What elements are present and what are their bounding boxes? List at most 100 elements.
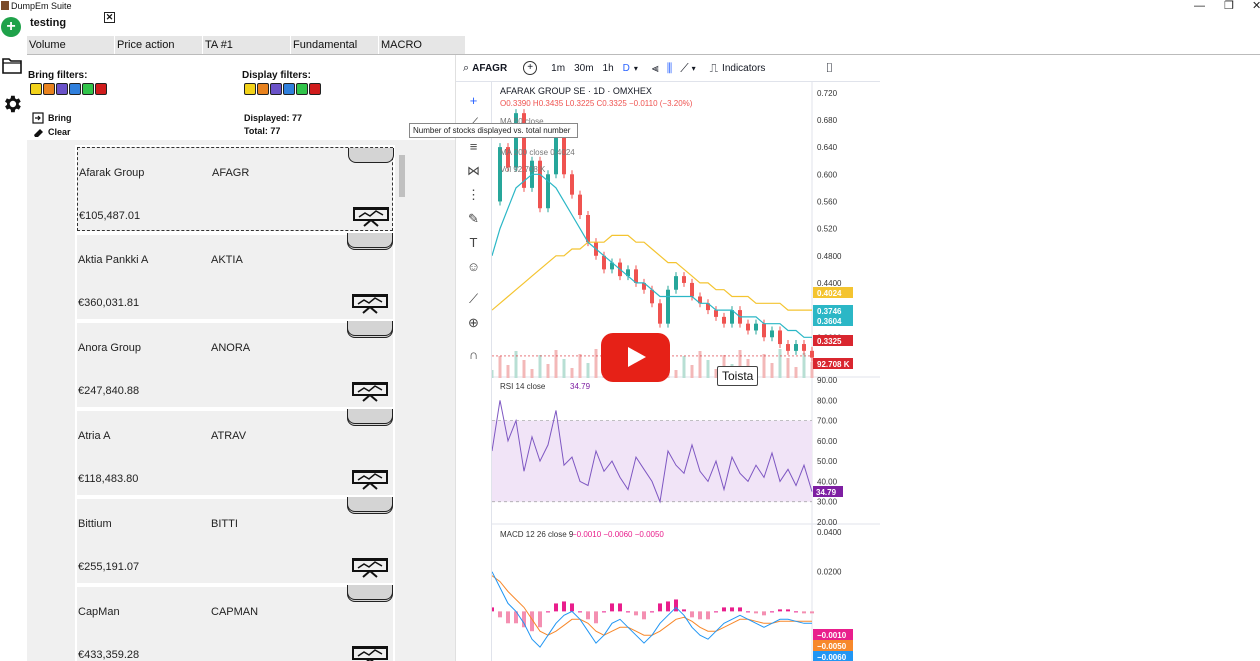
macd-histogram-bar (546, 611, 550, 613)
candle-body (810, 350, 814, 358)
magnet-icon[interactable]: ∩ (468, 347, 479, 362)
volume-bar (546, 364, 550, 378)
stock-toggle-button[interactable] (347, 409, 393, 424)
interval-1m[interactable]: 1m (551, 62, 566, 74)
candle-body (658, 303, 662, 324)
price-chart[interactable]: 0.720 0.680 0.640 0.600 0.560 0.520 0.4800 0.44… (492, 82, 881, 661)
horizontal-lines-icon[interactable]: ≡ (469, 139, 478, 154)
interval-d[interactable]: D (622, 62, 630, 74)
candles-icon[interactable]: ⫼ (666, 60, 673, 75)
stock-toggle-button[interactable] (347, 497, 393, 512)
macd-histogram-bar (642, 611, 646, 620)
style-dropdown-icon[interactable]: ▾ (691, 63, 696, 73)
bring-filter-swatch-2[interactable] (43, 83, 55, 95)
candle-body (714, 310, 718, 317)
chart-presentation-icon[interactable] (353, 206, 389, 227)
macd-histogram-bar (730, 607, 734, 612)
crosshair-icon[interactable]: + (469, 93, 478, 108)
scroll-thumb[interactable] (399, 155, 405, 197)
display-filter-swatch-3[interactable] (270, 83, 282, 95)
macd-histogram-bar (706, 611, 710, 620)
interval-30m[interactable]: 30m (574, 62, 594, 74)
stock-list: Afarak Group AFAGR €105,487.01 Aktia Pankki… (75, 145, 395, 661)
text-icon[interactable]: T (469, 235, 478, 250)
emoji-icon[interactable]: ☺ (466, 259, 481, 274)
stock-name: Atria A (78, 430, 111, 442)
tab-name-field[interactable]: testing (27, 14, 101, 32)
youtube-play-icon[interactable] (601, 333, 670, 382)
candle-body (570, 174, 574, 195)
stock-toggle-button[interactable] (347, 321, 393, 336)
stock-list-scrollbar[interactable] (397, 145, 407, 661)
stock-card[interactable]: CapMan CAPMAN €433,359.28 (77, 587, 393, 661)
symbol-search[interactable]: AFAGR (472, 62, 508, 74)
total-count: Total: 77 (244, 126, 281, 136)
restore-button[interactable]: ❐ (1224, 0, 1234, 12)
close-window-button[interactable]: ✕ (1252, 0, 1260, 12)
search-icon[interactable]: ⌕ (463, 61, 470, 74)
gear-icon[interactable] (1, 93, 23, 115)
macd-histogram-bar (770, 611, 774, 613)
fib-icon[interactable]: ⋮ (467, 187, 480, 202)
zoom-icon[interactable]: ⊕ (468, 315, 479, 330)
volume-bar (778, 349, 782, 378)
macd-histogram-bar (722, 607, 726, 612)
chart-presentation-icon[interactable] (352, 381, 388, 402)
stock-toggle-button[interactable] (347, 233, 393, 248)
stock-card[interactable]: Atria A ATRAV €118,483.80 (77, 411, 393, 495)
add-tab-icon[interactable]: + (1, 17, 21, 37)
macd-line (492, 571, 812, 648)
display-filter-swatch-5[interactable] (296, 83, 308, 95)
stock-toggle-button[interactable] (347, 585, 393, 600)
interval-dropdown-icon[interactable]: ▾ (633, 63, 638, 73)
stock-card[interactable]: Afarak Group AFAGR €105,487.01 (77, 147, 394, 231)
bring-button[interactable]: Bring (32, 112, 72, 124)
chart-presentation-icon[interactable] (352, 557, 388, 578)
chart-presentation-icon[interactable] (352, 645, 388, 661)
price-label: 0.4024 (817, 289, 842, 298)
indicators-icon[interactable]: ⎍ (709, 60, 719, 75)
interval-1h[interactable]: 1h (602, 62, 614, 74)
display-filter-swatch-6[interactable] (309, 83, 321, 95)
stock-list-area: Afarak Group AFAGR €105,487.01 Aktia Pankki… (27, 140, 455, 661)
stock-toggle-button[interactable] (348, 148, 394, 163)
display-filter-swatch-4[interactable] (283, 83, 295, 95)
macd-histogram-bar (746, 611, 750, 613)
display-filter-swatch-1[interactable] (244, 83, 256, 95)
pattern-icon[interactable]: ⋈ (467, 163, 480, 178)
stock-card[interactable]: Anora Group ANORA €247,840.88 (77, 323, 393, 407)
bring-filter-swatch-6[interactable] (95, 83, 107, 95)
bring-filter-swatch-4[interactable] (69, 83, 81, 95)
area-style-icon[interactable]: ⟋ (680, 60, 689, 75)
folder-icon[interactable] (1, 55, 23, 75)
macd-histogram-bar (522, 611, 526, 628)
bar-style-icon[interactable]: ⫷ (651, 60, 659, 75)
trendline-icon[interactable]: ⟋ (465, 114, 482, 131)
candle-body (562, 133, 566, 175)
bring-filter-swatch-3[interactable] (56, 83, 68, 95)
chart-presentation-icon[interactable] (352, 469, 388, 490)
clear-button[interactable]: Clear (32, 126, 71, 138)
chart-presentation-icon[interactable] (352, 293, 388, 314)
brush-icon[interactable]: ✎ (468, 211, 479, 226)
display-filter-swatch-2[interactable] (257, 83, 269, 95)
display-filter-swatches (244, 83, 321, 95)
indicators-button[interactable]: Indicators (722, 62, 766, 74)
bring-filter-swatch-1[interactable] (30, 83, 42, 95)
compare-add-icon[interactable]: + (523, 61, 538, 75)
macd-histogram-bar (690, 611, 694, 618)
bring-filter-swatch-5[interactable] (82, 83, 94, 95)
close-tab-icon[interactable]: ✕ (104, 12, 115, 23)
tab-macro[interactable]: MACRO (379, 36, 466, 54)
macd-histogram-bar (514, 611, 518, 624)
tab-ta-1[interactable]: TA #1 (203, 36, 291, 54)
tab-volume[interactable]: Volume (27, 36, 115, 54)
tab-fundamental[interactable]: Fundamental (291, 36, 379, 54)
stock-card[interactable]: Aktia Pankki A AKTIA €360,031.81 (77, 235, 393, 319)
minimize-button[interactable]: — (1194, 0, 1205, 12)
camera-icon[interactable]: ⌷ (825, 60, 834, 75)
tab-price-action[interactable]: Price action (115, 36, 203, 54)
stock-card[interactable]: Bittium BITTI €255,191.07 (77, 499, 393, 583)
ruler-icon[interactable]: ⟋ (468, 291, 479, 306)
ma50-legend: MA 50 close (500, 117, 544, 126)
